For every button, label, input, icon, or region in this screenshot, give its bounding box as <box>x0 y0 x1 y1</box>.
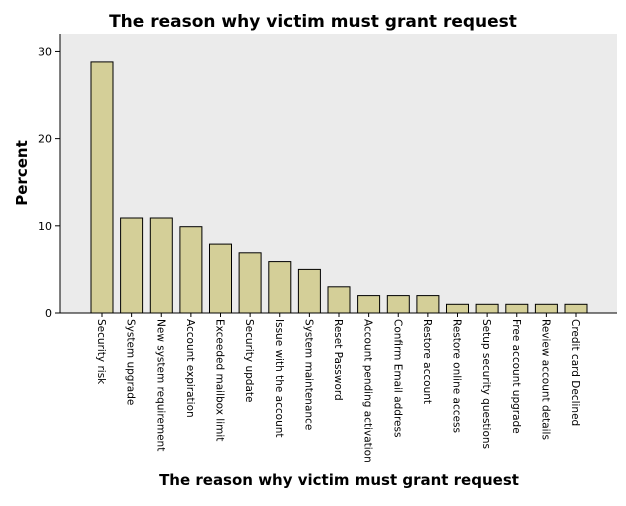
y-tick-label: 0 <box>45 307 52 320</box>
x-tick-label: New system requirement <box>154 319 166 451</box>
y-tick-label: 10 <box>38 220 52 233</box>
x-tick-label: Review account details <box>539 319 551 440</box>
x-tick-label: Confirm Email address <box>391 319 403 437</box>
bar <box>534 303 558 314</box>
y-axis-title: Percent <box>13 140 31 205</box>
x-tick-label: Restore online access <box>451 319 463 433</box>
plot-area <box>60 34 617 313</box>
bar <box>446 303 469 314</box>
x-tick-label: System maintenance <box>302 319 314 430</box>
x-tick-label: System upgrade <box>125 319 137 405</box>
x-tick-label: Free account upgrade <box>510 319 522 434</box>
bars-layer <box>90 61 588 314</box>
x-tick-label: Exceeded mailbox limit <box>214 319 226 441</box>
bar <box>505 303 529 314</box>
x-category-labels: Security risk System upgrade New system re… <box>95 313 581 463</box>
x-tick-label: Setup security questions <box>480 319 492 449</box>
bar <box>327 286 351 314</box>
bar <box>149 217 173 314</box>
bar <box>268 261 292 314</box>
bar <box>416 295 440 314</box>
bar <box>297 268 321 314</box>
bar <box>120 217 144 314</box>
bar <box>564 303 588 314</box>
x-tick-label: Account pending activation <box>362 319 374 463</box>
x-tick-label: Credit card Declined <box>569 319 581 426</box>
y-ticks: 0 10 20 30 <box>38 45 60 320</box>
bar <box>475 303 499 314</box>
bar <box>209 243 232 314</box>
x-tick-label: Issue with the account <box>273 319 285 438</box>
x-tick-label: Reset Password <box>332 319 344 401</box>
x-tick-label: Security update <box>243 319 255 402</box>
bar <box>238 252 262 314</box>
x-tick-label: Restore account <box>421 319 433 404</box>
chart-title: The reason why victim must grant request <box>109 12 517 32</box>
bar <box>357 295 381 314</box>
x-tick-label: Account expiration <box>184 319 196 418</box>
x-tick-label: Security risk <box>95 319 107 385</box>
x-axis-title: The reason why victim must grant request <box>159 471 519 489</box>
y-tick-label: 20 <box>38 133 52 146</box>
bar <box>179 226 203 314</box>
bar <box>90 61 114 314</box>
bar <box>386 295 410 314</box>
y-tick-label: 30 <box>38 45 52 58</box>
